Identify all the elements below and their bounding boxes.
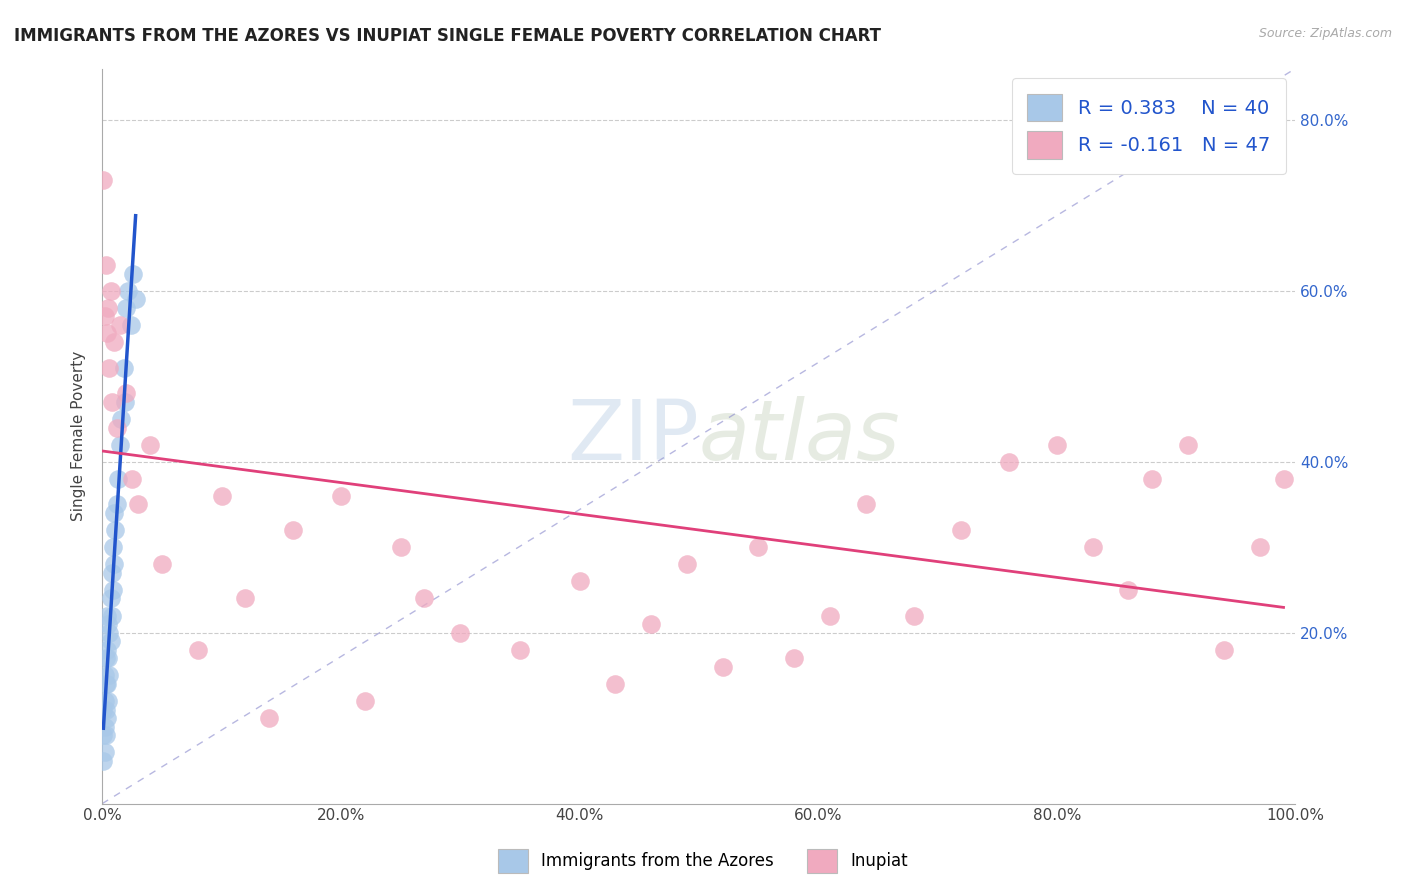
Point	[94, 703, 117, 717]
Point	[93, 310, 115, 324]
Point	[108, 318, 131, 332]
Point	[711, 660, 734, 674]
Point	[235, 591, 257, 606]
Point	[100, 634, 122, 648]
Point	[1272, 472, 1295, 486]
Point	[1249, 540, 1271, 554]
Point	[98, 360, 121, 375]
Point	[97, 651, 120, 665]
Point	[93, 668, 115, 682]
Point	[97, 301, 120, 315]
Point	[998, 455, 1021, 469]
Point	[100, 395, 122, 409]
Point	[93, 728, 115, 742]
Point	[818, 608, 841, 623]
Point	[150, 558, 173, 572]
Legend: R = 0.383    N = 40, R = -0.161   N = 47: R = 0.383 N = 40, R = -0.161 N = 47	[1012, 78, 1285, 174]
Point	[281, 523, 304, 537]
Point	[187, 642, 209, 657]
Point	[1081, 540, 1104, 554]
Point	[97, 694, 120, 708]
Y-axis label: Single Female Poverty: Single Female Poverty	[72, 351, 86, 521]
Point	[640, 617, 662, 632]
Point	[122, 267, 145, 281]
Point	[568, 574, 591, 589]
Point	[449, 625, 471, 640]
Point	[100, 566, 122, 580]
Point	[950, 523, 973, 537]
Point	[93, 172, 115, 186]
Point	[107, 472, 129, 486]
Point	[94, 258, 117, 272]
Point	[605, 677, 627, 691]
Point	[747, 540, 769, 554]
Point	[1177, 437, 1199, 451]
Point	[509, 642, 531, 657]
Point	[101, 582, 124, 597]
Point	[93, 720, 115, 734]
Text: Source: ZipAtlas.com: Source: ZipAtlas.com	[1258, 27, 1392, 40]
Point	[94, 728, 117, 742]
Point	[259, 711, 281, 725]
Point	[139, 437, 162, 451]
Point	[124, 293, 146, 307]
Point	[93, 703, 115, 717]
Point	[353, 694, 375, 708]
Point	[98, 668, 121, 682]
Point	[105, 420, 128, 434]
Point	[211, 489, 233, 503]
Text: IMMIGRANTS FROM THE AZORES VS INUPIAT SINGLE FEMALE POVERTY CORRELATION CHART: IMMIGRANTS FROM THE AZORES VS INUPIAT SI…	[14, 27, 882, 45]
Point	[1142, 472, 1164, 486]
Point	[108, 437, 131, 451]
Point	[98, 625, 121, 640]
Point	[127, 498, 149, 512]
Point	[104, 523, 127, 537]
Point	[93, 745, 115, 759]
Point	[94, 651, 117, 665]
Point	[783, 651, 806, 665]
Point	[100, 608, 122, 623]
Point	[103, 558, 125, 572]
Point	[110, 412, 132, 426]
Point	[94, 677, 117, 691]
Point	[855, 498, 877, 512]
Point	[115, 386, 138, 401]
Point	[676, 558, 699, 572]
Point	[1118, 582, 1140, 597]
Point	[120, 318, 142, 332]
Point	[329, 489, 352, 503]
Point	[389, 540, 412, 554]
Point	[1212, 642, 1234, 657]
Point	[1046, 437, 1069, 451]
Point	[114, 395, 136, 409]
Point	[96, 677, 118, 691]
Point	[96, 608, 118, 623]
Point	[115, 301, 138, 315]
Text: atlas: atlas	[699, 395, 900, 476]
Point	[97, 617, 120, 632]
Point	[105, 498, 128, 512]
Point	[103, 506, 125, 520]
Point	[121, 472, 143, 486]
Point	[93, 694, 115, 708]
Point	[96, 326, 118, 341]
Text: ZIP: ZIP	[567, 395, 699, 476]
Point	[413, 591, 436, 606]
Point	[96, 642, 118, 657]
Point	[100, 591, 122, 606]
Point	[117, 284, 139, 298]
Point	[96, 711, 118, 725]
Point	[100, 284, 122, 298]
Point	[93, 754, 115, 768]
Point	[101, 540, 124, 554]
Legend: Immigrants from the Azores, Inupiat: Immigrants from the Azores, Inupiat	[491, 842, 915, 880]
Point	[903, 608, 925, 623]
Point	[103, 334, 125, 349]
Point	[112, 360, 135, 375]
